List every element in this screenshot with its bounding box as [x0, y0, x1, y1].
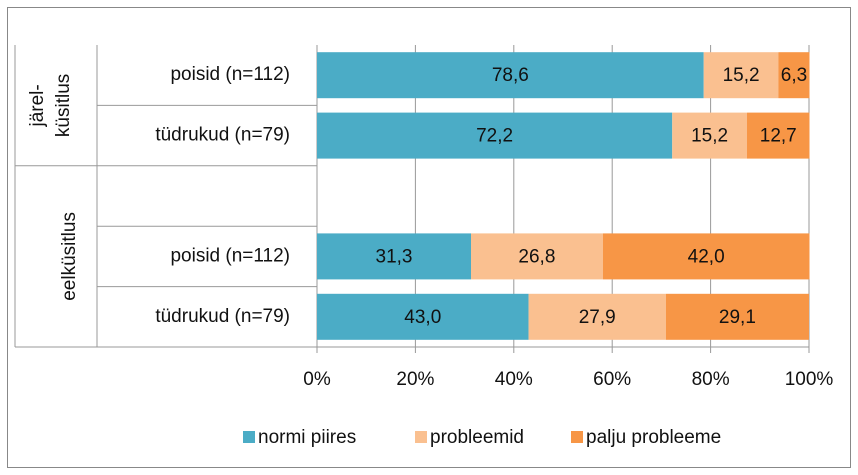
legend-swatch [243, 431, 255, 443]
group-label: eelküsitlus [59, 212, 80, 301]
bar-segment [470, 233, 603, 280]
bar-segment [317, 52, 704, 99]
data-label: 72,2 [476, 126, 513, 147]
bar-segment [528, 293, 666, 340]
data-label: 15,2 [723, 65, 760, 86]
x-tick-label: 20% [396, 369, 434, 390]
bar-segment [317, 233, 471, 280]
data-label: 27,9 [579, 307, 616, 328]
x-tick-label: 0% [303, 369, 331, 390]
data-label: 42,0 [688, 246, 725, 267]
legend-label: probleemid [430, 427, 524, 448]
data-label: 29,1 [719, 307, 756, 328]
data-label: 15,2 [691, 126, 728, 147]
data-label: 12,7 [760, 126, 797, 147]
data-label: 31,3 [376, 246, 413, 267]
y-tick-label: tüdrukud (n=79) [155, 125, 290, 146]
x-tick-label: 40% [495, 369, 533, 390]
data-label: 43,0 [404, 307, 441, 328]
bar-segment [672, 112, 748, 159]
y-tick-label: tüdrukud (n=79) [155, 306, 290, 327]
legend-swatch [415, 431, 427, 443]
bar-segment [703, 52, 779, 99]
legend-swatch [571, 431, 583, 443]
data-label: 26,8 [518, 246, 555, 267]
legend-label: palju probleeme [586, 427, 721, 448]
legend-label: normi piires [258, 427, 356, 448]
bar-segment [665, 293, 809, 340]
group-label: küsitlus [53, 74, 74, 137]
y-tick-label: poisid (n=112) [170, 64, 290, 85]
data-label: 78,6 [492, 65, 529, 86]
bar-segment [747, 112, 810, 159]
x-tick-label: 80% [692, 369, 730, 390]
x-tick-label: 60% [593, 369, 631, 390]
bar-segment [778, 52, 810, 99]
x-tick-label: 100% [785, 369, 834, 390]
bar-segment [602, 233, 810, 280]
y-tick-label: poisid (n=112) [170, 245, 290, 266]
data-label: 6,3 [781, 65, 807, 86]
group-label: järel- [27, 84, 48, 127]
bar-segment [317, 293, 529, 340]
bar-segment [317, 112, 673, 159]
